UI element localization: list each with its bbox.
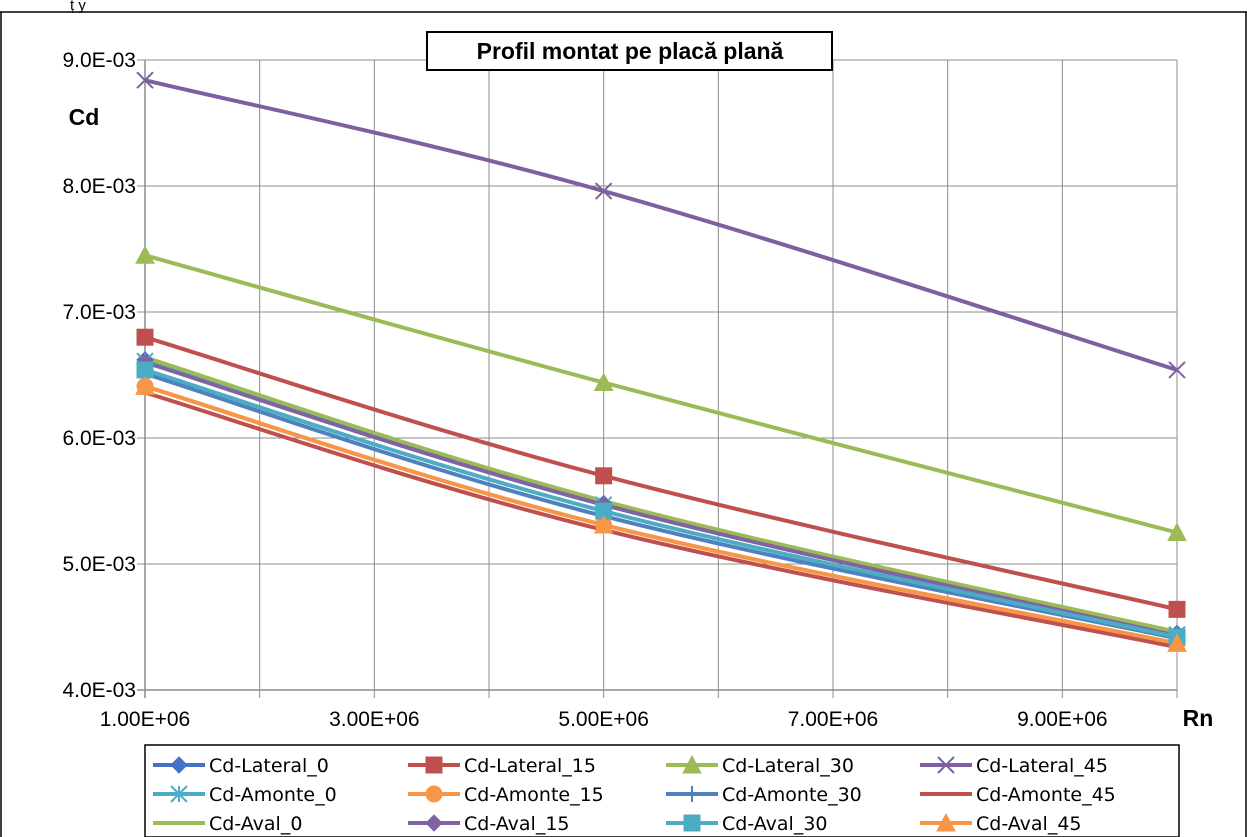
series-line-cd-amonte-30 <box>144 371 1178 641</box>
legend-item: Cd-Amonte_30 <box>666 784 862 806</box>
legend-item: Cd-Amonte_45 <box>920 784 1116 806</box>
data-point-cd-lateral-45 <box>1168 361 1186 379</box>
data-point-cd-lateral-30 <box>1167 522 1187 541</box>
series-markers <box>135 71 1187 652</box>
data-point-cd-lateral-30 <box>593 372 614 392</box>
x-axis-title: Rn <box>1183 705 1214 731</box>
legend-label: Cd-Aval_30 <box>722 813 828 835</box>
legend-swatch-marker <box>425 756 443 774</box>
y-tick-label: 6.0E-03 <box>62 427 136 450</box>
legend-swatch-marker <box>425 785 443 803</box>
legend-item: Cd-Amonte_0 <box>153 784 337 806</box>
y-tick-label: 8.0E-03 <box>62 175 136 198</box>
chart-title-box: Profil montat pe placă plană <box>426 31 833 71</box>
legend-swatch-marker <box>170 756 188 774</box>
legend-swatch-marker <box>683 814 701 832</box>
data-point-cd-aval-45 <box>1167 633 1187 652</box>
legend-item: Cd-Aval_45 <box>920 812 1082 835</box>
series-line-cd-aval-30 <box>144 368 1178 640</box>
data-point-cd-lateral-45 <box>594 182 613 200</box>
legend-label: Cd-Lateral_30 <box>722 755 854 777</box>
data-point-cd-lateral-30 <box>135 245 155 264</box>
top-strip-text: ț y <box>70 0 86 14</box>
legend-item: Cd-Aval_0 <box>153 813 302 835</box>
legend-swatch-marker <box>170 785 188 803</box>
series-line-cd-amonte-45 <box>144 390 1178 650</box>
legend-swatch-marker <box>936 812 956 832</box>
legend-swatch-marker <box>682 754 702 774</box>
legend-item: Cd-Lateral_30 <box>666 754 854 777</box>
x-tick-label: 1.00E+06 <box>100 708 191 731</box>
legend-item: Cd-Aval_15 <box>408 813 570 835</box>
legend-label: Cd-Amonte_15 <box>464 784 604 806</box>
series-line-cd-lateral-30 <box>144 253 1178 535</box>
legend-label: Cd-Amonte_45 <box>976 784 1116 806</box>
axes <box>137 59 1178 698</box>
y-tick-label: 9.0E-03 <box>62 49 136 72</box>
x-tick-label: 3.00E+06 <box>329 708 420 731</box>
data-point-cd-aval-30 <box>136 361 154 379</box>
data-point-cd-lateral-15 <box>136 328 154 346</box>
legend-label: Cd-Lateral_0 <box>209 755 329 777</box>
legend-item: Cd-Amonte_15 <box>408 784 604 806</box>
legend-box <box>144 744 1180 837</box>
data-point-cd-lateral-45 <box>136 71 154 89</box>
legend: Cd-Lateral_0 Cd-Lateral_15 Cd-Lateral_30 Cd… <box>144 744 1180 837</box>
legend-swatch-marker <box>937 756 955 774</box>
x-tick-label: 7.00E+06 <box>788 708 879 731</box>
chart-title: Profil montat pe placă plană <box>477 38 784 64</box>
legend-label: Cd-Aval_15 <box>464 813 570 835</box>
legend-label: Cd-Amonte_30 <box>722 784 862 806</box>
series-line-cd-lateral-45 <box>144 78 1178 372</box>
x-tick-label: 5.00E+06 <box>558 708 649 731</box>
series-line-cd-aval-15 <box>144 360 1178 638</box>
data-point-cd-aval-45 <box>593 514 614 534</box>
legend-item: Cd-Lateral_45 <box>920 755 1108 777</box>
legend-swatch-marker <box>684 786 700 802</box>
x-tick-label: 9.00E+06 <box>1017 708 1108 731</box>
series-line-cd-lateral-15 <box>144 335 1178 612</box>
series-line-cd-aval-0 <box>144 355 1178 634</box>
y-tick-label: 5.0E-03 <box>62 553 136 576</box>
legend-label: Cd-Lateral_45 <box>976 755 1108 777</box>
legend-item: Cd-Lateral_0 <box>153 755 329 777</box>
series-line-cd-aval-45 <box>144 384 1178 646</box>
y-axis-title: Cd <box>69 104 100 130</box>
legend-item: Cd-Aval_30 <box>666 813 828 835</box>
tick-labels: 4.0E-03 5.0E-03 6.0E-03 7.0E-03 8.0E-03 9.0E-… <box>62 49 1107 731</box>
series-lines <box>144 78 1178 650</box>
legend-label: Cd-Lateral_15 <box>464 755 596 777</box>
legend-label: Cd-Aval_0 <box>209 813 302 835</box>
y-tick-label: 4.0E-03 <box>62 679 136 702</box>
legend-swatch-marker <box>425 814 443 832</box>
data-point-cd-aval-45 <box>135 376 155 395</box>
y-tick-label: 7.0E-03 <box>62 301 136 324</box>
legend-label: Cd-Aval_45 <box>976 813 1082 835</box>
data-point-cd-lateral-15 <box>1168 600 1186 618</box>
data-point-cd-lateral-15 <box>595 467 613 485</box>
legend-label: Cd-Amonte_0 <box>209 784 337 806</box>
legend-item: Cd-Lateral_15 <box>408 755 596 777</box>
